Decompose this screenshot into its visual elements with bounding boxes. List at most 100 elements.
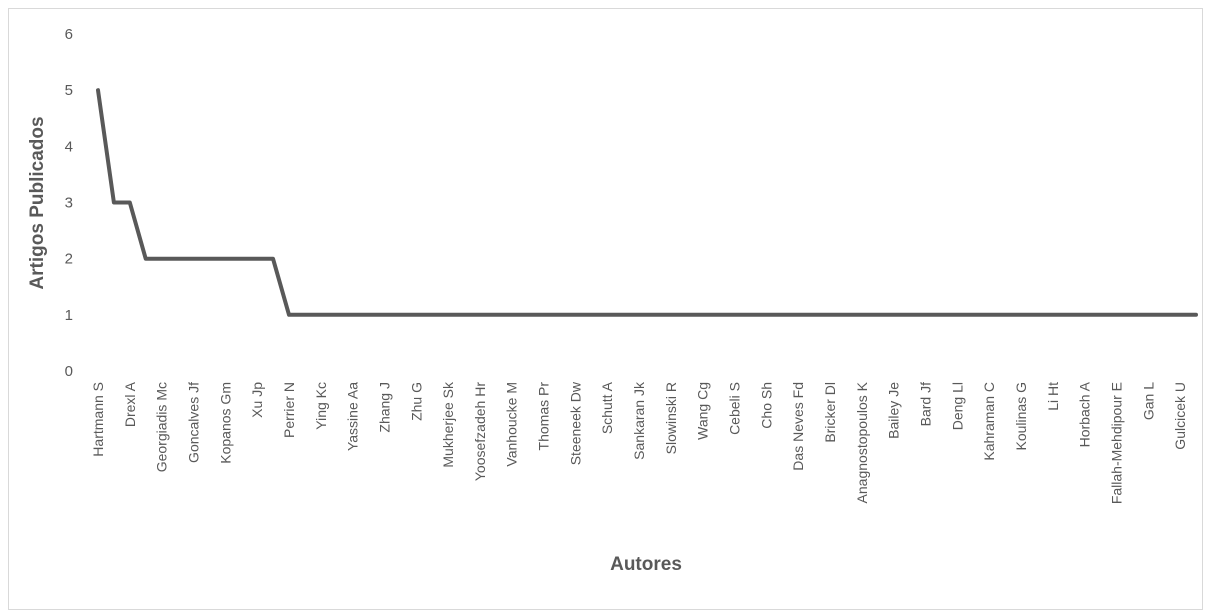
- data-point: [908, 313, 912, 317]
- x-tick-label: Horbach A: [1077, 381, 1093, 447]
- data-point: [430, 313, 434, 317]
- x-tick-label: Schutt A: [599, 381, 615, 434]
- x-tick-label: Thomas Pr: [536, 382, 552, 451]
- data-point: [669, 313, 673, 317]
- y-tick-label: 1: [65, 307, 73, 324]
- data-point: [382, 313, 386, 317]
- data-point: [160, 257, 164, 261]
- data-point: [923, 313, 927, 317]
- x-tick-label: Zhang J: [376, 382, 392, 433]
- data-point: [414, 313, 418, 317]
- data-point: [876, 313, 880, 317]
- data-point: [526, 313, 530, 317]
- data-point: [860, 313, 864, 317]
- data-point: [1099, 313, 1103, 317]
- data-point: [462, 313, 466, 317]
- data-point: [144, 257, 148, 261]
- data-point: [1114, 313, 1118, 317]
- data-point: [1051, 313, 1055, 317]
- y-tick-label: 5: [65, 82, 73, 99]
- chart-frame: [8, 8, 1203, 610]
- x-tick-label: Gulcicek U: [1172, 382, 1188, 450]
- x-tick-label: Cebeli S: [727, 382, 743, 435]
- x-tick-label: Anagnostopoulos K: [854, 381, 870, 503]
- x-tick-label: Xu Jp: [249, 382, 265, 418]
- data-point: [605, 313, 609, 317]
- x-tick-label: Deng Ll: [949, 382, 965, 430]
- x-tick-label: Kahraman C: [981, 382, 997, 461]
- data-point: [1178, 313, 1182, 317]
- data-point: [685, 313, 689, 317]
- data-point: [207, 257, 211, 261]
- y-axis-title: Artigos Publicados: [27, 116, 48, 289]
- data-point: [733, 313, 737, 317]
- x-tick-label: Li Ht: [1045, 382, 1061, 411]
- data-point: [128, 201, 132, 205]
- data-point: [971, 313, 975, 317]
- data-point: [271, 257, 275, 261]
- data-point: [1003, 313, 1007, 317]
- x-tick-label: Fallah-Mehdipour E: [1108, 382, 1124, 504]
- data-point: [303, 313, 307, 317]
- data-point: [1130, 313, 1134, 317]
- data-point: [717, 313, 721, 317]
- y-tick-label: 2: [65, 251, 73, 268]
- data-point: [319, 313, 323, 317]
- x-tick-label: Perrier N: [281, 382, 297, 438]
- x-tick-label: Kopanos Gm: [217, 382, 233, 464]
- data-point: [1146, 313, 1150, 317]
- y-tick-label: 6: [65, 26, 73, 43]
- data-point: [510, 313, 514, 317]
- data-point: [176, 257, 180, 261]
- x-axis-title: Autores: [610, 554, 682, 575]
- data-point: [351, 313, 355, 317]
- x-tick-label: Slowinski R: [663, 382, 679, 454]
- data-point: [637, 313, 641, 317]
- x-tick-label: Vanhoucke M: [504, 382, 520, 467]
- y-axis-ticks: 0 1 2 3 4 5 6: [65, 26, 73, 380]
- data-point: [287, 313, 291, 317]
- data-point: [1162, 313, 1166, 317]
- x-tick-label: Koulinas G: [1013, 382, 1029, 450]
- data-point: [892, 313, 896, 317]
- data-point: [621, 313, 625, 317]
- data-point: [96, 88, 100, 92]
- x-tick-label: Bricker Dl: [822, 382, 838, 443]
- x-tick-label: Zhu G: [408, 382, 424, 421]
- data-point: [1035, 313, 1039, 317]
- y-tick-label: 4: [65, 138, 73, 155]
- data-point: [939, 313, 943, 317]
- x-axis-ticks: Hartmann S Drexl A Georgiadis Mc Goncalves …: [90, 381, 1188, 504]
- data-point: [112, 201, 116, 205]
- data-point: [542, 313, 546, 317]
- data-point: [653, 313, 657, 317]
- x-tick-label: Cho Sh: [758, 382, 774, 429]
- data-point: [1067, 313, 1071, 317]
- x-tick-label: Steeneek Dw: [567, 381, 583, 465]
- x-tick-label: Drexl A: [122, 381, 138, 427]
- series-line: [96, 88, 1198, 317]
- x-tick-label: Mukherjee Sk: [440, 381, 456, 468]
- data-point: [828, 313, 832, 317]
- data-point: [764, 313, 768, 317]
- x-tick-label: Georgiadis Mc: [154, 382, 170, 472]
- data-point: [796, 313, 800, 317]
- data-point: [780, 313, 784, 317]
- x-tick-label: Bard Jf: [917, 382, 933, 426]
- x-tick-label: Ying Kc: [313, 382, 329, 430]
- data-point: [557, 313, 561, 317]
- data-point: [398, 313, 402, 317]
- data-point: [1019, 313, 1023, 317]
- data-point: [478, 313, 482, 317]
- data-point: [955, 313, 959, 317]
- x-tick-label: Sankaran Jk: [631, 381, 647, 460]
- x-tick-label: Das Neves Fd: [790, 382, 806, 471]
- data-point: [844, 313, 848, 317]
- series-group: [96, 88, 1198, 317]
- data-point: [1083, 313, 1087, 317]
- x-tick-label: Goncalves Jf: [185, 382, 201, 463]
- data-point: [446, 313, 450, 317]
- data-point: [573, 313, 577, 317]
- y-tick-label: 3: [65, 195, 73, 212]
